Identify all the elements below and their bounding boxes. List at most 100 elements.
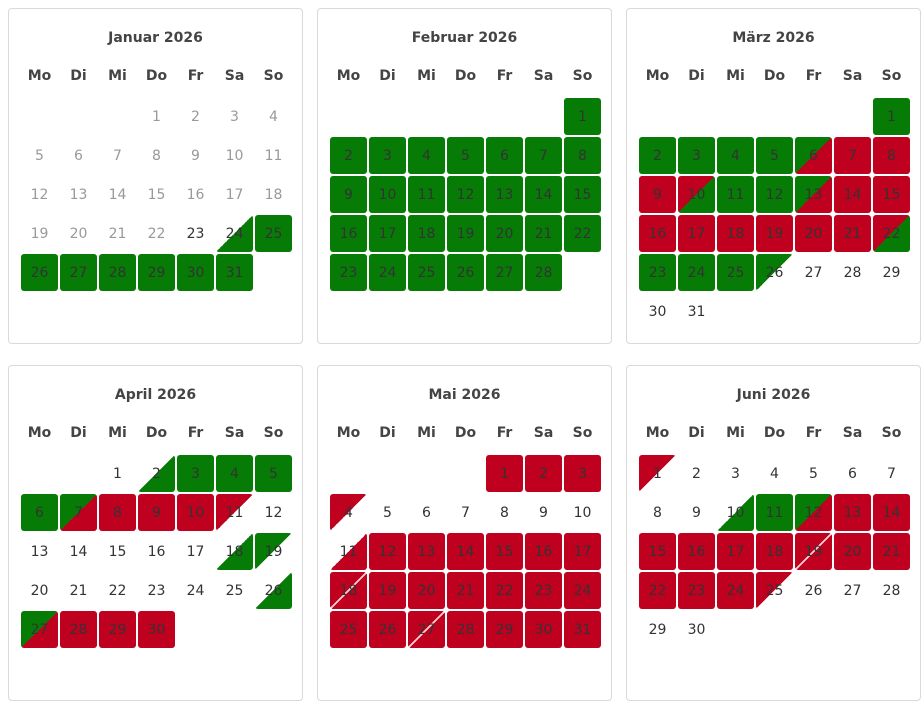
day-cell-booked[interactable]: 29 [486,611,523,648]
day-cell-available[interactable]: 6 [486,137,523,174]
day-cell-booked[interactable]: 14 [447,533,484,570]
day-cell-free[interactable]: 23 [147,582,166,599]
day-cell-available[interactable]: 29 [138,254,175,291]
day-cell-booked[interactable]: 30 [138,611,175,648]
day-cell-changeover[interactable]: 7 [60,494,97,531]
day-cell-booked[interactable]: 18 [756,533,793,570]
day-cell-available[interactable]: 4 [408,137,445,174]
day-cell-available[interactable]: 7 [525,137,562,174]
day-cell-free[interactable]: 26 [804,582,823,599]
day-cell-available[interactable]: 13 [486,176,523,213]
day-cell-booked[interactable]: 17 [564,533,601,570]
day-cell-available[interactable]: 27 [60,254,97,291]
day-cell-booked[interactable]: 10 [177,494,214,531]
day-cell-available[interactable]: 2 [639,137,676,174]
day-cell-booked[interactable]: 8 [873,137,910,174]
day-cell-available[interactable]: 3 [177,455,214,492]
day-cell-booked[interactable]: 17 [678,215,715,252]
day-cell-available[interactable]: 30 [177,254,214,291]
day-cell-available[interactable]: 11 [756,494,793,531]
day-cell-changeover[interactable]: 6 [795,137,832,174]
day-cell-available[interactable]: 24 [369,254,406,291]
day-cell-booked[interactable]: 12 [369,533,406,570]
day-cell-changeover[interactable]: 26 [756,254,793,291]
day-cell-available[interactable]: 1 [564,98,601,135]
day-cell-changeover[interactable]: 2 [138,455,175,492]
day-cell-booked[interactable]: 20 [408,572,445,609]
day-cell-booked[interactable]: 16 [639,215,676,252]
day-cell-free[interactable]: 27 [804,264,823,281]
day-cell-available[interactable]: 5 [255,455,292,492]
day-cell-changeover[interactable]: 26 [255,572,292,609]
day-cell-available[interactable]: 22 [564,215,601,252]
day-cell-booked[interactable]: 9 [639,176,676,213]
day-cell-free[interactable]: 8 [653,504,662,521]
day-cell-available[interactable]: 4 [717,137,754,174]
day-cell-booked[interactable]: 29 [99,611,136,648]
day-cell-booked[interactable]: 16 [525,533,562,570]
day-cell-free[interactable]: 20 [30,582,49,599]
day-cell-booked[interactable]: 7 [834,137,871,174]
day-cell-free[interactable]: 27 [843,582,862,599]
day-cell-free[interactable]: 9 [692,504,701,521]
day-cell-available[interactable]: 25 [255,215,292,252]
day-cell-changeover[interactable]: 22 [873,215,910,252]
day-cell-free[interactable]: 28 [882,582,901,599]
day-cell-available[interactable]: 5 [756,137,793,174]
day-cell-changeover[interactable]: 1 [639,455,676,492]
day-cell-free[interactable]: 21 [69,582,88,599]
day-cell-changeover[interactable]: 4 [330,494,367,531]
day-cell-free[interactable]: 12 [264,504,283,521]
day-cell-free[interactable]: 14 [69,543,88,560]
day-cell-free[interactable]: 16 [147,543,166,560]
day-cell-available[interactable]: 27 [486,254,523,291]
day-cell-available[interactable]: 19 [447,215,484,252]
day-cell-free[interactable]: 5 [809,465,818,482]
day-cell-available[interactable]: 11 [717,176,754,213]
day-cell-free[interactable]: 29 [882,264,901,281]
day-cell-available[interactable]: 23 [330,254,367,291]
day-cell-booked[interactable]: 21 [873,533,910,570]
day-cell-free[interactable]: 31 [687,303,706,320]
day-cell-changeover[interactable]: 13 [795,176,832,213]
day-cell-booked[interactable]: 18 [717,215,754,252]
day-cell-available[interactable]: 9 [330,176,367,213]
day-cell-available[interactable]: 28 [99,254,136,291]
day-cell-available[interactable]: 25 [408,254,445,291]
day-cell-booked[interactable]: 1 [486,455,523,492]
day-cell-booked[interactable]: 16 [678,533,715,570]
day-cell-available[interactable]: 26 [447,254,484,291]
day-cell-changeover[interactable]: 25 [756,572,793,609]
day-cell-available[interactable]: 28 [525,254,562,291]
day-cell-booked[interactable]: 22 [639,572,676,609]
day-cell-free[interactable]: 6 [848,465,857,482]
day-cell-booked[interactable]: 15 [639,533,676,570]
day-cell-booked[interactable]: 28 [60,611,97,648]
day-cell-booked[interactable]: 20 [795,215,832,252]
day-cell-booked[interactable]: 9 [138,494,175,531]
day-cell-booked[interactable]: 17 [717,533,754,570]
day-cell-free[interactable]: 1 [113,465,122,482]
day-cell-booked[interactable]: 26 [369,611,406,648]
day-cell-free[interactable]: 7 [461,504,470,521]
day-cell-available[interactable]: 4 [216,455,253,492]
day-cell-booked[interactable]: 14 [834,176,871,213]
day-cell-booked[interactable]: 2 [525,455,562,492]
day-cell-booked[interactable]: 19 [369,572,406,609]
day-cell-free[interactable]: 30 [648,303,667,320]
day-cell-booked[interactable]: 15 [873,176,910,213]
day-cell-available[interactable]: 2 [330,137,367,174]
day-cell-booked[interactable]: 31 [564,611,601,648]
day-cell-booked[interactable]: 8 [99,494,136,531]
day-cell-available[interactable]: 6 [21,494,58,531]
day-cell-changeover[interactable]: 12 [795,494,832,531]
day-cell-free[interactable]: 3 [731,465,740,482]
day-cell-booked[interactable]: 3 [564,455,601,492]
day-cell-available[interactable]: 25 [717,254,754,291]
day-cell-booked[interactable]: 30 [525,611,562,648]
day-cell-available[interactable]: 15 [564,176,601,213]
day-cell-changeover[interactable]: 27 [21,611,58,648]
day-cell-free[interactable]: 15 [108,543,127,560]
day-cell-booked[interactable]: 21 [447,572,484,609]
day-cell-free[interactable]: 10 [573,504,592,521]
